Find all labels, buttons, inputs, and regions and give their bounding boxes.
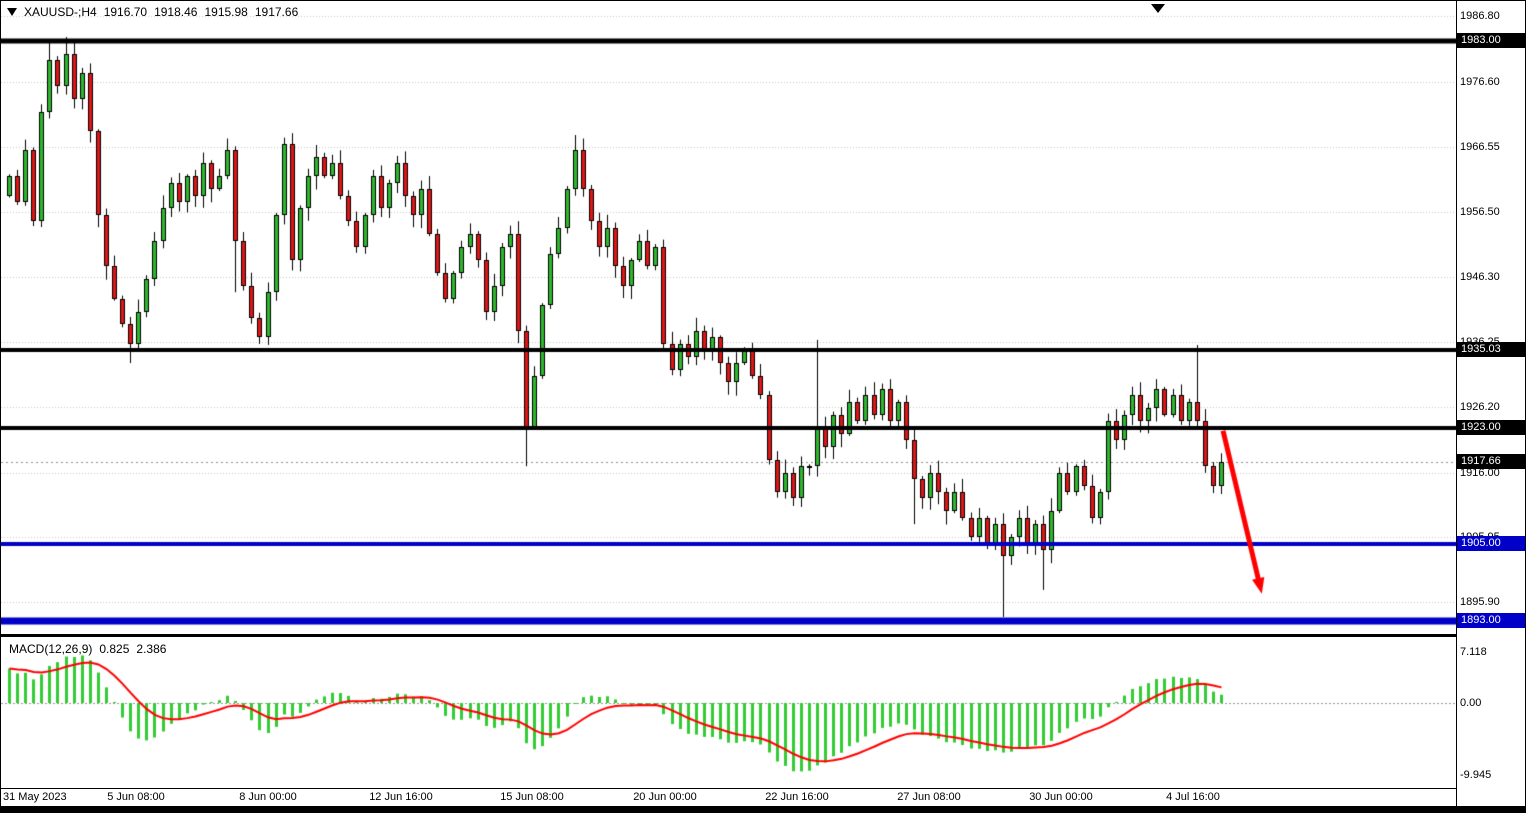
macd-signal-value: 2.386 [136, 642, 167, 656]
price-tick-label: 1916.00 [1460, 467, 1500, 479]
quote-open: 1916.70 [103, 5, 148, 19]
time-axis-label: 27 Jun 08:00 [897, 791, 961, 803]
price-tick-label: 1956.50 [1460, 206, 1500, 218]
time-axis-label: 30 Jun 00:00 [1029, 791, 1093, 803]
symbol-dropdown-icon[interactable] [7, 8, 17, 16]
price-tick-label: 1966.55 [1460, 141, 1500, 153]
price-level-badge: 1935.03 [1457, 342, 1525, 357]
time-axis-label: 22 Jun 16:00 [765, 791, 829, 803]
time-axis-label: 31 May 2023 [3, 791, 67, 803]
price-tick-label: 1926.20 [1460, 401, 1500, 413]
quote-high: 1918.46 [154, 5, 198, 19]
chart-shift-icon[interactable] [1151, 4, 1165, 13]
window-bottom-edge [1, 806, 1525, 812]
price-level-badge: 1923.00 [1457, 420, 1525, 435]
quote-bar: XAUUSD-;H4 1916.70 1918.46 1915.98 1917.… [7, 5, 298, 19]
macd-axis-label: 0.00 [1460, 697, 1482, 709]
price-tick-label: 1986.80 [1460, 10, 1500, 22]
price-level-badge: 1905.00 [1457, 536, 1525, 551]
current-price-badge: 1917.66 [1457, 454, 1525, 469]
macd-axis-label: -9.945 [1460, 768, 1492, 781]
price-axis-divider [1456, 1, 1457, 806]
time-axis-label: 12 Jun 16:00 [369, 791, 433, 803]
macd-panel-divider[interactable] [1, 634, 1525, 637]
price-level-badge: 1983.00 [1457, 33, 1525, 48]
trend-arrow-annotation[interactable] [1214, 419, 1276, 599]
price-tick-label: 1976.60 [1460, 76, 1500, 88]
time-axis-divider [1, 788, 1525, 789]
macd-main-value: 0.825 [99, 642, 130, 656]
time-axis-label: 4 Jul 16:00 [1166, 791, 1220, 803]
price-tick-label: 1946.30 [1460, 271, 1500, 283]
macd-indicator-canvas[interactable] [1, 637, 1456, 787]
time-axis-label: 20 Jun 00:00 [633, 791, 697, 803]
price-level-badge: 1893.00 [1457, 613, 1525, 628]
macd-indicator-label: MACD(12,26,9) 0.825 2.386 [9, 642, 166, 656]
macd-axis-label: 7.118 [1460, 645, 1487, 658]
quote-close: 1917.66 [254, 5, 299, 19]
price-tick-label: 1895.90 [1460, 596, 1500, 608]
time-axis[interactable]: 31 May 2023 5 Jun 08:00 8 Jun 00:00 12 Jun … [1, 790, 1456, 806]
time-axis-label: 5 Jun 08:00 [107, 791, 165, 803]
price-chart-canvas[interactable] [1, 1, 1456, 635]
quote-low: 1915.98 [204, 5, 248, 19]
time-axis-label: 8 Jun 00:00 [239, 791, 297, 803]
price-axis[interactable]: 1986.801976.601966.551956.501946.301936.… [1457, 1, 1525, 806]
quote-symbol-period: XAUUSD-;H4 [24, 5, 97, 19]
time-axis-label: 15 Jun 08:00 [500, 791, 564, 803]
macd-name: MACD(12,26,9) [9, 642, 93, 656]
